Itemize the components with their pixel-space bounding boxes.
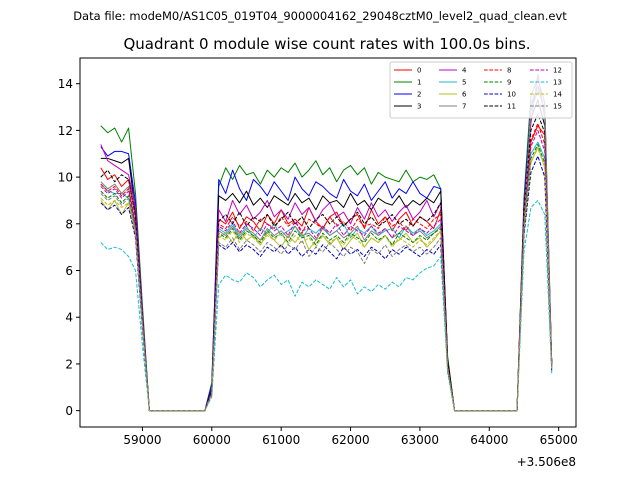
figure-suptitle: Data file: modeM0/AS1C05_019T04_90000041…	[73, 9, 567, 23]
plot-area: 59000 60000 61000 62000 63000 64000 65000 0 2 4 6…	[58, 57, 578, 469]
y-tick-label: 0	[65, 404, 73, 418]
x-tick-label: 59000	[123, 433, 161, 447]
chart-title: Quadrant 0 module wise count rates with …	[123, 35, 530, 53]
y-tick-label: 4	[65, 311, 73, 325]
legend-label-5: 5	[462, 79, 466, 87]
legend-label-1: 1	[417, 79, 421, 87]
legend-box	[389, 61, 573, 119]
legend-label-7: 7	[462, 103, 466, 111]
x-tick-label: 64000	[470, 433, 508, 447]
x-tick-label: 61000	[262, 433, 300, 447]
x-tick-label: 65000	[540, 433, 578, 447]
x-offset-label: +3.506e8	[517, 455, 576, 469]
y-tick-label: 12	[58, 124, 73, 138]
axes-frame	[79, 57, 577, 428]
legend-label-6: 6	[462, 91, 467, 99]
series-layer	[100, 73, 553, 412]
x-tick-label: 62000	[331, 433, 369, 447]
series-line-11	[100, 113, 553, 412]
legend-label-0: 0	[417, 67, 421, 75]
y-tick-label: 14	[58, 77, 73, 91]
x-axis-ticks: 59000 60000 61000 62000 63000 64000 65000	[123, 427, 578, 447]
series-line-15	[100, 85, 553, 412]
y-axis-ticks: 0 2 4 6 8 10 12 14	[58, 77, 80, 418]
legend-label-9: 9	[507, 79, 511, 87]
y-tick-label: 6	[65, 264, 73, 278]
legend-label-4: 4	[462, 67, 467, 75]
legend-label-12: 12	[553, 67, 562, 75]
legend-label-8: 8	[507, 67, 511, 75]
legend-label-3: 3	[417, 103, 421, 111]
legend-label-13: 13	[553, 79, 562, 87]
x-tick-label: 60000	[193, 433, 231, 447]
legend-label-2: 2	[417, 91, 421, 99]
legend-label-11: 11	[507, 103, 516, 111]
legend-label-10: 10	[507, 91, 516, 99]
legend-label-15: 15	[553, 103, 562, 111]
legend-label-14: 14	[553, 91, 562, 99]
y-tick-label: 2	[65, 357, 73, 371]
y-tick-label: 10	[58, 171, 73, 185]
x-tick-label: 63000	[401, 433, 439, 447]
y-tick-label: 8	[65, 217, 73, 231]
